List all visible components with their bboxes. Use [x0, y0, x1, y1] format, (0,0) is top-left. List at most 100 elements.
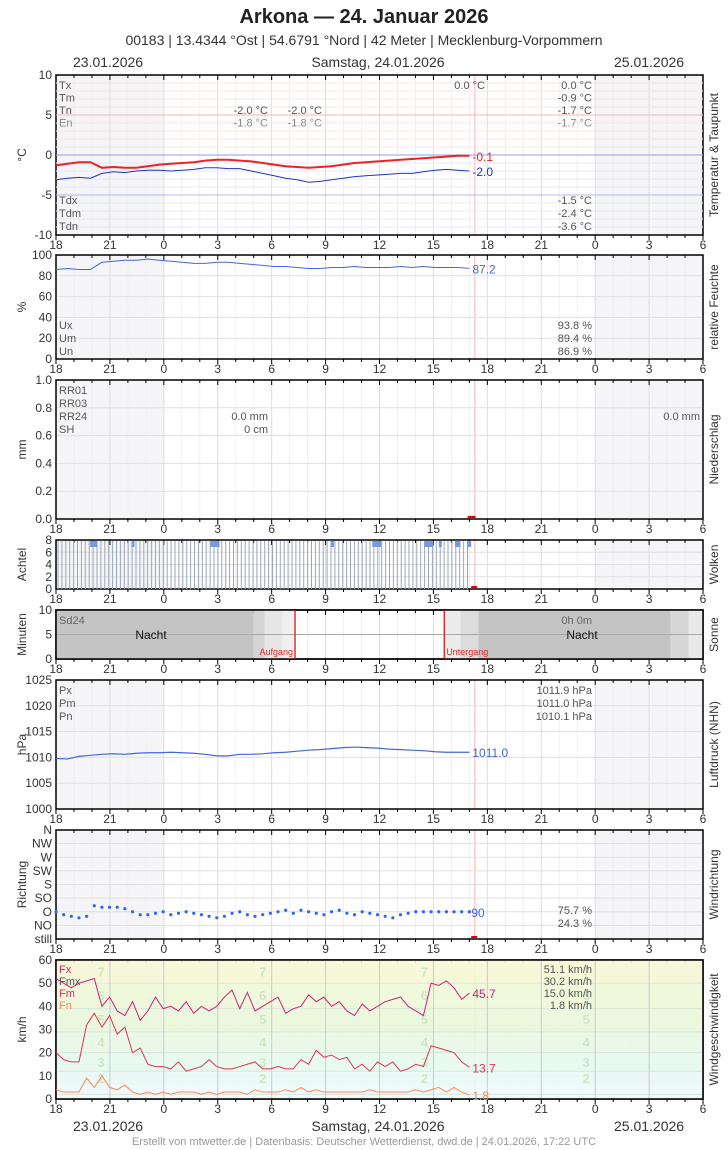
x-tick-label: 3 [214, 1102, 221, 1116]
y-axis-label: Achtel [15, 548, 29, 581]
svg-text:Um: Um [59, 333, 76, 345]
svg-text:-1.7 °C: -1.7 °C [558, 105, 592, 117]
x-tick-label: 18 [481, 662, 495, 676]
x-tick-label: 3 [214, 362, 221, 376]
x-tick-label: 15 [427, 238, 441, 252]
x-tick-label: 12 [373, 662, 387, 676]
y-tick-label: S [44, 878, 52, 892]
panel-title: relative Feuchte [707, 264, 721, 350]
y-tick-label: 0 [45, 1092, 52, 1106]
x-tick-label: 12 [373, 238, 387, 252]
svg-text:-1.8 °C: -1.8 °C [234, 118, 268, 130]
y-tick-label: 1.0 [35, 373, 52, 387]
svg-text:0 cm: 0 cm [244, 424, 268, 436]
x-tick-label: 21 [535, 1102, 549, 1116]
x-tick-label: 21 [103, 362, 117, 376]
y-tick-label: 0 [45, 352, 52, 366]
svg-text:Pm: Pm [59, 698, 76, 710]
x-tick-label: 6 [700, 362, 707, 376]
x-tick-label: 6 [268, 812, 275, 826]
x-tick-label: 15 [427, 522, 441, 536]
svg-text:6: 6 [583, 988, 590, 1003]
x-tick-label: 6 [700, 592, 707, 606]
svg-text:3: 3 [583, 1055, 590, 1070]
svg-text:RR01: RR01 [59, 385, 87, 397]
svg-text:-1.8 °C: -1.8 °C [288, 118, 322, 130]
x-tick-label: 0 [160, 522, 167, 536]
x-tick-label: 6 [268, 592, 275, 606]
x-tick-label: 15 [427, 812, 441, 826]
svg-text:RR24: RR24 [59, 411, 87, 423]
series-taupunkt [55, 167, 470, 183]
x-tick-label: 3 [214, 522, 221, 536]
x-tick-label: 0 [160, 942, 167, 956]
panel-title: Windrichtung [707, 849, 721, 919]
svg-text:Tx: Tx [59, 80, 72, 92]
x-tick-label: 6 [268, 522, 275, 536]
y-tick-label: 5 [45, 628, 52, 642]
x-tick-label: 21 [103, 812, 117, 826]
y-tick-label: 50 [39, 976, 53, 990]
svg-text:RR03: RR03 [59, 398, 87, 410]
svg-text:5: 5 [97, 1012, 104, 1027]
svg-text:-3.6 °C: -3.6 °C [558, 221, 592, 233]
y-axis-label: °C [15, 148, 29, 162]
svg-text:75.7 %: 75.7 % [558, 905, 592, 917]
y-tick-label: 10 [39, 603, 53, 617]
svg-text:Px: Px [59, 685, 72, 697]
x-tick-label: 0 [592, 238, 599, 252]
x-tick-label: 9 [322, 362, 329, 376]
y-axis-label: km/h [15, 1016, 29, 1042]
x-tick-label: 6 [700, 942, 707, 956]
svg-text:6: 6 [421, 988, 428, 1003]
x-tick-label: 21 [535, 662, 549, 676]
y-tick-label: 0 [45, 652, 52, 666]
y-tick-label: 2 [45, 570, 52, 584]
credit-footer: Erstellt von mtwetter.de | Datenbasis: D… [131, 1136, 597, 1148]
x-tick-label: 0 [592, 362, 599, 376]
svg-text:Un: Un [59, 346, 73, 358]
svg-text:Aufgang: Aufgang [259, 647, 293, 657]
svg-text:89.4 %: 89.4 % [558, 333, 592, 345]
x-tick-label: 21 [103, 662, 117, 676]
y-tick-label: NW [32, 837, 53, 851]
svg-text:1011.9 hPa: 1011.9 hPa [537, 685, 593, 697]
y-tick-label: 1010 [25, 750, 52, 764]
svg-text:-1.7 °C: -1.7 °C [558, 118, 592, 130]
svg-text:1.8 km/h: 1.8 km/h [550, 1000, 592, 1012]
svg-text:Fx: Fx [59, 964, 72, 976]
svg-text:2: 2 [421, 1071, 428, 1086]
x-tick-label: 0 [160, 238, 167, 252]
x-tick-label: 21 [535, 812, 549, 826]
series-luftdruck [55, 746, 470, 760]
y-tick-label: 10 [39, 68, 53, 82]
y-tick-label: 0.2 [35, 484, 52, 498]
y-tick-label: 100 [32, 248, 52, 262]
x-tick-label: 12 [373, 812, 387, 826]
x-tick-label: 9 [322, 662, 329, 676]
y-tick-label: 40 [39, 310, 53, 324]
y-tick-label: 10 [39, 1069, 53, 1083]
y-tick-label: 20 [39, 331, 53, 345]
x-tick-label: 15 [427, 942, 441, 956]
svg-text:-2.0 °C: -2.0 °C [234, 105, 268, 117]
svg-text:51.1 km/h: 51.1 km/h [544, 964, 592, 976]
x-tick-label: 3 [214, 942, 221, 956]
x-tick-label: 12 [373, 942, 387, 956]
svg-text:Nacht: Nacht [566, 628, 598, 642]
x-tick-label: 15 [427, 362, 441, 376]
x-tick-label: 21 [535, 942, 549, 956]
svg-text:4: 4 [97, 1035, 105, 1050]
y-tick-label: 1020 [25, 699, 52, 713]
x-tick-label: 9 [322, 522, 329, 536]
x-tick-label: 3 [214, 592, 221, 606]
svg-text:En: En [59, 118, 72, 130]
svg-text:5: 5 [259, 1012, 266, 1027]
svg-text:3: 3 [97, 1055, 104, 1070]
svg-text:1011.0 hPa: 1011.0 hPa [537, 698, 593, 710]
